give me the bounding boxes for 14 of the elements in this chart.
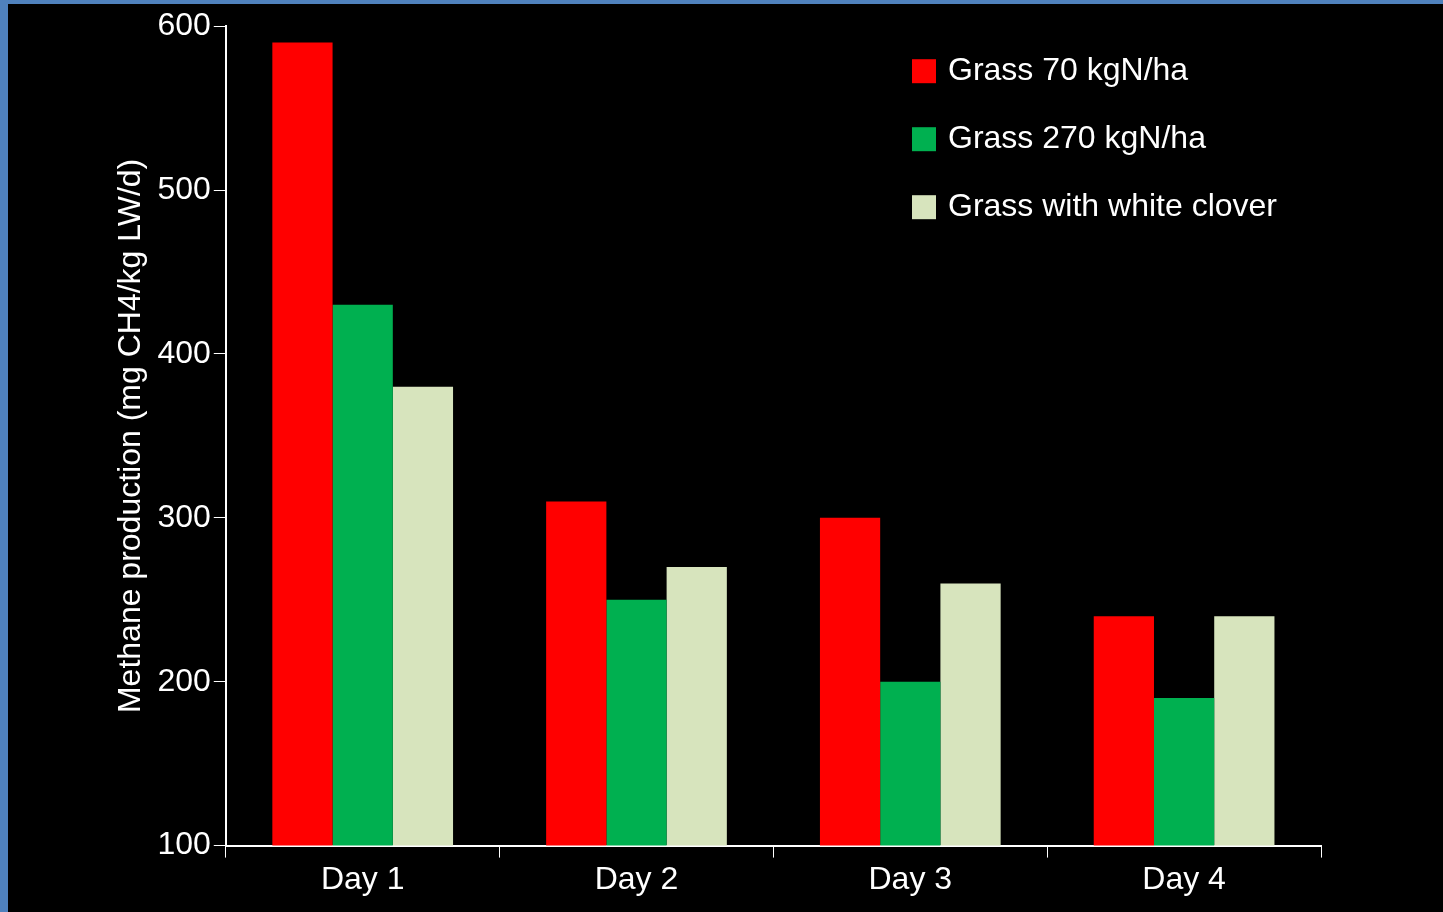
legend-label: Grass 70 kgN/ha [948, 51, 1189, 88]
y-tick-label: 400 [157, 333, 211, 370]
x-tick-label: Day 1 [320, 859, 405, 896]
x-tick-label: Day 3 [868, 859, 953, 896]
y-tick-label: 300 [157, 497, 211, 534]
x-tick-label: Day 2 [594, 859, 679, 896]
y-axis-title: Methane production (mg CH4/kg LW/d) [111, 158, 148, 714]
y-tick-label: 500 [157, 169, 211, 206]
x-tick-label: Day 4 [1142, 859, 1226, 896]
y-tick-label: 100 [157, 825, 211, 862]
legend-label: Grass 270 kgN/ha [948, 119, 1207, 156]
y-tick-label: 600 [157, 6, 211, 43]
legend-label: Grass with white clover [948, 187, 1278, 224]
y-tick-label: 200 [157, 661, 211, 698]
